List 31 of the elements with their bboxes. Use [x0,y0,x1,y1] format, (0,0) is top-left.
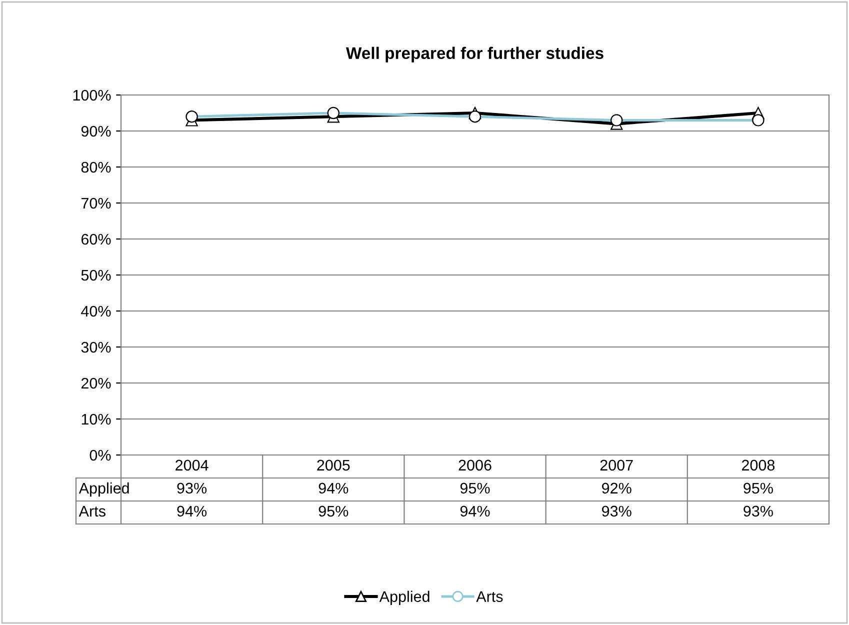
y-tick-label: 70% [81,198,111,209]
data-label: 94% [460,506,490,517]
data-label: 93% [177,482,207,494]
y-tick-label: 20% [81,378,111,389]
y-tick-label: 90% [81,126,111,137]
y-tick-label: 0% [90,450,111,461]
x-tick-label: 2004 [176,460,208,471]
text: Arts [78,506,106,517]
x-tick-label: 2006 [458,460,492,471]
data-label: 95% [460,482,490,494]
y-tick-label: 60% [81,234,111,245]
legend-label: Applied [379,590,430,605]
legend-label: Arts [476,591,503,602]
data-label: 93% [744,506,773,517]
x-tick-label: 2008 [742,460,775,471]
x-tick-label: 2007 [600,460,633,471]
data-label: 95% [318,506,348,517]
chart-title: Well prepared for further studies [346,46,604,62]
y-tick-label: 10% [82,414,111,425]
y-tick-label: 50% [81,270,111,281]
text: Applied [78,482,129,497]
y-tick-label: 30% [81,342,111,353]
x-tick-label: 2005 [317,460,350,471]
y-tick-label: 100% [73,90,111,101]
y-tick-label: 40% [81,306,111,317]
data-label: 94% [177,506,207,517]
data-label: 94% [318,482,348,494]
data-label: 93% [602,506,632,517]
data-label: 92% [602,482,632,494]
y-tick-label: 80% [81,162,111,173]
data-label: 95% [744,482,773,494]
